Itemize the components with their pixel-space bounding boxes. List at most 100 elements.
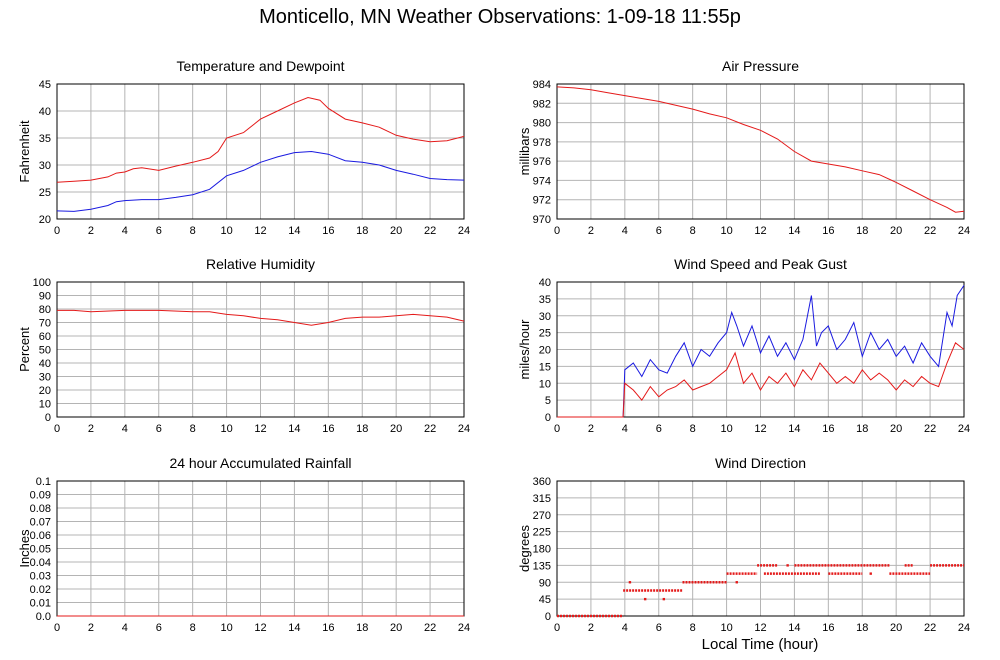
- y-tick-label: 974: [533, 175, 551, 187]
- x-tick-label: 18: [356, 423, 368, 435]
- y-tick-label: 984: [533, 79, 551, 91]
- y-tick-label: 976: [533, 156, 551, 168]
- x-tick-label: 14: [788, 225, 800, 237]
- y-tick-label: 982: [533, 98, 551, 110]
- y-tick-label: 978: [533, 137, 551, 149]
- x-tick-label: 14: [288, 622, 300, 634]
- x-tick-label: 20: [390, 225, 402, 237]
- y-tick-label: 270: [533, 510, 551, 522]
- x-tick-label: 6: [656, 423, 662, 435]
- y-tick-label: 0.09: [30, 490, 51, 502]
- series-line-red: [556, 86, 965, 213]
- x-tick-label: 16: [322, 225, 334, 237]
- x-tick-label: 18: [356, 622, 368, 634]
- x-tick-label: 2: [88, 225, 94, 237]
- y-tick-label: 35: [39, 133, 51, 145]
- x-tick-label: 18: [856, 423, 868, 435]
- y-tick-label: 60: [39, 331, 51, 343]
- y-tick-label: 20: [539, 345, 551, 357]
- x-tick-label: 10: [720, 622, 732, 634]
- direction-point: [643, 597, 647, 601]
- x-tick-label: 0: [554, 225, 560, 237]
- direction-point: [786, 564, 789, 567]
- x-tick-label: 24: [958, 225, 970, 237]
- x-tick-label: 6: [156, 225, 162, 237]
- x-tick-label: 18: [856, 225, 868, 237]
- page-title: Monticello, MN Weather Observations: 1-0…: [259, 6, 741, 28]
- y-tick-label: 972: [533, 195, 551, 207]
- x-tick-label: 12: [254, 622, 266, 634]
- y-tick-label: 970: [533, 214, 551, 226]
- y-tick-label: 70: [39, 318, 51, 330]
- x-tick-label: 2: [88, 423, 94, 435]
- x-tick-label: 12: [754, 423, 766, 435]
- y-tick-label: 0.07: [30, 517, 51, 529]
- y-tick-label: 45: [539, 594, 551, 606]
- x-tick-label: 22: [424, 622, 436, 634]
- y-axis-label: Fahrenheit: [17, 120, 32, 183]
- x-tick-label: 6: [156, 622, 162, 634]
- x-tick-label: 14: [788, 423, 800, 435]
- x-tick-label: 0: [54, 622, 60, 634]
- x-tick-label: 22: [924, 423, 936, 435]
- x-tick-label: 20: [890, 423, 902, 435]
- x-tick-label: 0: [54, 225, 60, 237]
- x-tick-label: 2: [88, 622, 94, 634]
- x-tick-label: 16: [322, 622, 334, 634]
- y-tick-label: 0.1: [36, 476, 51, 488]
- chart-title: Air Pressure: [722, 58, 799, 74]
- y-tick-label: 0.04: [30, 557, 51, 569]
- y-tick-label: 0.03: [30, 571, 51, 583]
- x-tick-label: 4: [122, 423, 128, 435]
- x-tick-label: 24: [458, 423, 470, 435]
- x-tick-label: 22: [424, 423, 436, 435]
- y-tick-label: 135: [533, 560, 551, 572]
- y-tick-label: 45: [39, 79, 51, 91]
- y-tick-label: 30: [39, 160, 51, 172]
- x-tick-label: 4: [122, 225, 128, 237]
- x-tick-label: 12: [754, 225, 766, 237]
- series-line-red: [557, 342, 965, 418]
- x-tick-label: 16: [822, 225, 834, 237]
- y-tick-label: 0: [45, 412, 51, 424]
- x-tick-label: 10: [220, 423, 232, 435]
- x-tick-label: 18: [856, 622, 868, 634]
- x-tick-label: 14: [788, 622, 800, 634]
- y-axis-label: millibars: [517, 127, 532, 175]
- x-tick-label: 12: [754, 622, 766, 634]
- x-tick-label: 14: [288, 423, 300, 435]
- x-tick-label: 18: [356, 225, 368, 237]
- y-tick-label: 30: [539, 311, 551, 323]
- y-tick-label: 980: [533, 118, 551, 130]
- y-axis-label: Percent: [17, 327, 32, 372]
- y-tick-label: 0.06: [30, 530, 51, 542]
- x-tick-label: 2: [588, 622, 594, 634]
- x-tick-label: 4: [622, 225, 628, 237]
- x-tick-label: 4: [122, 622, 128, 634]
- x-tick-label: 6: [656, 622, 662, 634]
- x-tick-label: 6: [656, 225, 662, 237]
- chart-title: Relative Humidity: [206, 256, 315, 272]
- y-tick-label: 90: [39, 291, 51, 303]
- y-axis-label: Inches: [17, 529, 32, 568]
- y-tick-label: 0.0: [36, 611, 51, 623]
- x-tick-label: 2: [588, 423, 594, 435]
- x-tick-label: 8: [190, 423, 196, 435]
- x-tick-label: 20: [390, 622, 402, 634]
- x-tick-label: 10: [220, 225, 232, 237]
- y-tick-label: 360: [533, 476, 551, 488]
- x-tick-label: 16: [822, 423, 834, 435]
- x-tick-label: 22: [924, 622, 936, 634]
- x-tick-label: 8: [690, 225, 696, 237]
- y-tick-label: 25: [539, 328, 551, 340]
- x-tick-label: 8: [690, 423, 696, 435]
- y-tick-label: 20: [39, 385, 51, 397]
- x-tick-label: 10: [220, 622, 232, 634]
- direction-point: [735, 581, 738, 584]
- y-tick-label: 315: [533, 493, 551, 505]
